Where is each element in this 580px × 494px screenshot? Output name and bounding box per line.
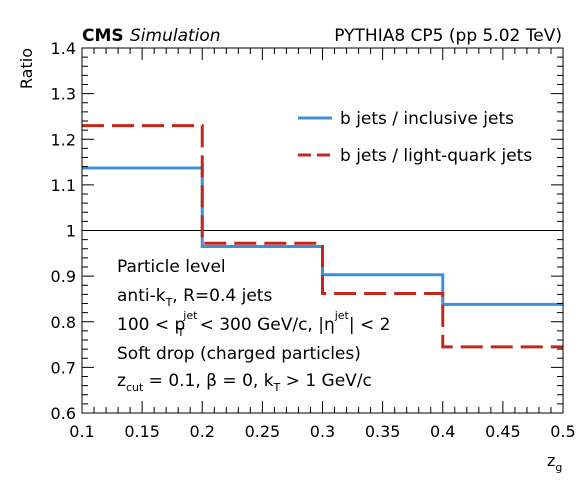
simulation-label: Simulation [130,26,221,46]
y-tick-label: 0.6 [51,404,76,423]
legend: b jets / inclusive jets b jets / light-q… [298,109,532,166]
series-line-1 [82,124,563,349]
x-tick-label: 0.5 [550,422,575,441]
x-tick-label: 0.15 [124,422,160,441]
annotation-particle-level: Particle level [117,257,226,277]
annotation-soft-drop: Soft drop (charged particles) [117,344,361,364]
x-tick-label: 0.2 [190,422,215,441]
y-tick-label: 0.9 [51,267,76,286]
x-tick-label: 0.3 [310,422,335,441]
legend-label-light-quark: b jets / light-quark jets [340,146,532,166]
annotation-block: Particle level anti-kT, R=0.4 jets 100 <… [117,257,390,394]
y-tick-label: 1 [66,222,76,241]
x-axis-title-main: z [547,451,555,470]
plot-area: 0.1 0.15 0.2 0.25 0.3 0.35 0.4 0.45 0.5 0.6 0.7 0.8… [51,39,576,441]
cms-label: CMS [82,26,124,46]
y-tick-label: 1.2 [51,130,76,149]
y-tick-label: 0.7 [51,358,76,377]
annotation-kinematics: 100 < pjet T < 300 GeV/c, |ηjet| < 2 [117,309,390,339]
y-tick-label: 0.8 [51,313,76,332]
annotation-grooming-params: zcut = 0.1, β = 0, kT > 1 GeV/c [117,371,372,394]
y-tick-label: 1.3 [51,85,76,104]
x-axis-title-sub: g [555,461,562,474]
y-tick-label: 1.4 [51,39,76,58]
x-tick-label: 0.4 [430,422,455,441]
generator-label: PYTHIA8 CP5 (pp 5.02 TeV) [334,26,562,46]
annotation-jet-algorithm: anti-kT, R=0.4 jets [117,286,272,309]
x-tick-label: 0.45 [485,422,521,441]
x-tick-label: 0.35 [365,422,401,441]
legend-label-inclusive: b jets / inclusive jets [340,109,514,129]
x-axis-title: zg [547,451,562,474]
x-tick-label: 0.25 [245,422,281,441]
y-axis-title: Ratio [17,48,36,89]
x-tick-label: 0.1 [69,422,94,441]
y-tick-label: 1.1 [51,176,76,195]
